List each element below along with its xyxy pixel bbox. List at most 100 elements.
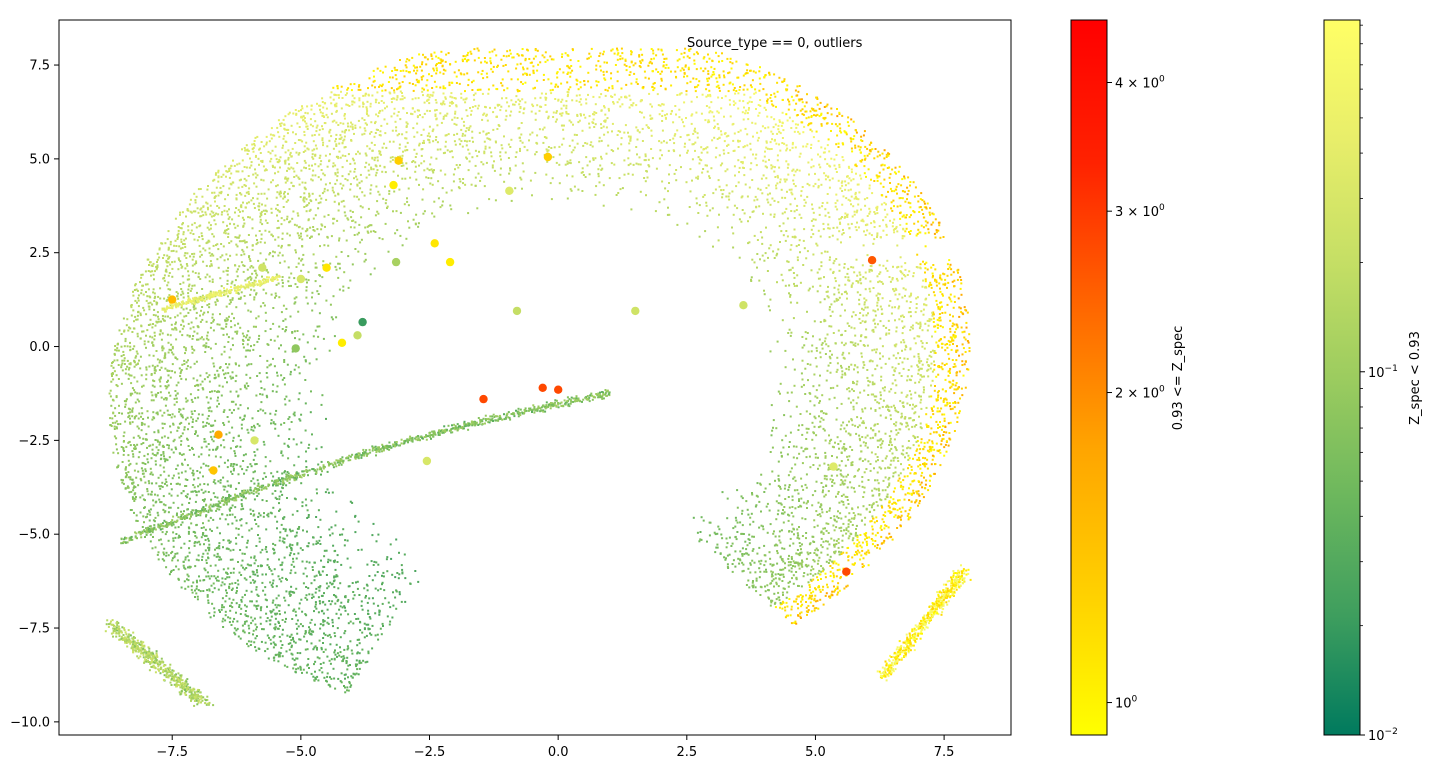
scatter-point — [906, 274, 909, 276]
scatter-point — [592, 118, 595, 121]
scatter-point — [905, 214, 908, 216]
scatter-point — [866, 344, 869, 347]
scatter-point — [819, 420, 822, 423]
scatter-point — [726, 168, 729, 171]
scatter-point — [350, 684, 353, 687]
scatter-point — [692, 77, 695, 80]
scatter-point — [458, 187, 461, 190]
scatter-point — [198, 540, 201, 543]
scatter-point — [203, 311, 206, 314]
scatter-point — [221, 211, 224, 214]
scatter-point — [196, 291, 198, 294]
scatter-point — [844, 184, 847, 187]
scatter-point — [406, 197, 408, 200]
scatter-point — [939, 236, 942, 239]
scatter-point — [252, 492, 255, 495]
scatter-point — [147, 480, 150, 483]
scatter-point — [422, 94, 424, 97]
scatter-point — [883, 178, 886, 181]
scatter-point — [935, 279, 938, 282]
scatter-point — [635, 162, 638, 165]
scatter-point — [143, 309, 146, 312]
scatter-point — [302, 119, 305, 121]
scatter-point — [807, 609, 810, 612]
scatter-point — [532, 69, 535, 72]
scatter-point — [236, 627, 239, 630]
scatter-point — [198, 236, 201, 238]
scatter-point — [257, 595, 260, 597]
scatter-point — [278, 251, 281, 254]
scatter-point — [787, 519, 790, 522]
scatter-point — [381, 583, 383, 586]
scatter-point — [761, 254, 764, 257]
scatter-point — [536, 142, 539, 145]
scatter-point — [518, 90, 521, 92]
scatter-point — [920, 407, 923, 410]
scatter-point — [312, 229, 315, 231]
scatter-point — [897, 265, 900, 268]
scatter-point — [683, 75, 685, 78]
scatter-point — [366, 230, 369, 233]
scatter-point — [466, 72, 469, 75]
scatter-point — [479, 179, 482, 182]
scatter-point — [648, 92, 651, 95]
scatter-point — [797, 563, 800, 566]
scatter-point — [855, 528, 857, 530]
scatter-point — [180, 471, 183, 474]
scatter-point — [566, 162, 569, 165]
scatter-point — [835, 575, 838, 578]
scatter-point — [734, 516, 737, 519]
scatter-point — [415, 72, 418, 75]
scatter-point — [869, 149, 872, 152]
scatter-point — [231, 513, 234, 516]
scatter-point — [741, 209, 744, 211]
scatter-point — [193, 349, 196, 352]
scatter-point — [202, 388, 205, 391]
scatter-point — [741, 497, 744, 500]
scatter-point — [250, 426, 253, 428]
scatter-point — [879, 391, 882, 394]
scatter-point — [242, 264, 245, 267]
scatter-point — [831, 580, 834, 583]
scatter-point — [181, 290, 184, 293]
scatter-point — [819, 277, 822, 280]
scatter-point — [799, 251, 801, 254]
scatter-point — [940, 443, 943, 446]
scatter-point — [229, 609, 232, 612]
scatter-point — [914, 501, 917, 504]
scatter-point — [169, 317, 172, 320]
scatter-point — [204, 211, 207, 214]
scatter-point — [267, 150, 270, 153]
scatter-point — [916, 436, 919, 438]
scatter-point — [953, 331, 956, 334]
scatter-point — [151, 482, 153, 485]
scatter-point — [374, 132, 377, 134]
scatter-point — [369, 188, 372, 191]
scatter-point — [124, 403, 127, 406]
scatter-point — [121, 481, 124, 484]
scatter-point — [374, 612, 377, 615]
scatter-point — [187, 225, 190, 228]
scatter-point — [845, 475, 848, 478]
scatter-point — [746, 63, 749, 66]
scatter-point — [305, 460, 308, 463]
scatter-point — [829, 256, 831, 259]
scatter-point — [286, 179, 289, 182]
scatter-point — [669, 139, 672, 141]
scatter-point — [847, 432, 850, 435]
scatter-point — [952, 402, 955, 404]
scatter-point — [708, 57, 711, 60]
scatter-point — [949, 293, 952, 296]
scatter-point — [555, 110, 558, 113]
scatter-point — [295, 174, 298, 177]
scatter-point — [555, 111, 558, 114]
scatter-point — [568, 144, 571, 147]
scatter-point — [932, 291, 935, 294]
scatter-point — [244, 453, 247, 456]
scatter-point — [639, 60, 642, 63]
scatter-point — [338, 288, 341, 291]
scatter-point — [308, 443, 311, 446]
scatter-point — [277, 660, 280, 663]
scatter-point — [774, 95, 777, 98]
scatter-point — [435, 55, 438, 58]
